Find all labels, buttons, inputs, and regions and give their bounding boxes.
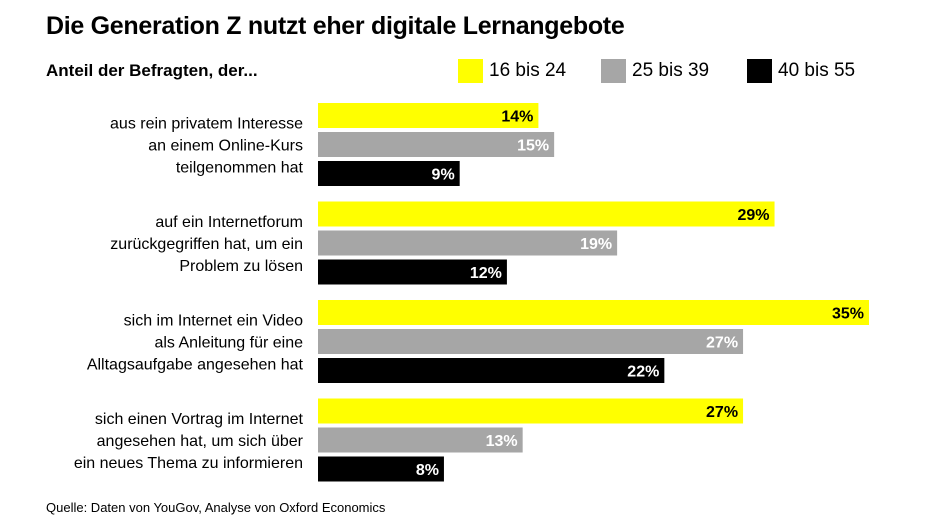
legend-label-25-39: 25 bis 39 [632, 60, 710, 81]
legend-label-40-55: 40 bis 55 [778, 60, 856, 81]
legend-item-40-55: 40 bis 55 [747, 59, 855, 83]
bar [318, 456, 444, 482]
bar [318, 300, 869, 325]
bar [318, 259, 507, 285]
category-label-line: an einem Online-Kurs [148, 138, 303, 155]
bar [318, 329, 744, 354]
bar [318, 132, 555, 157]
chart-subtitle: Anteil der Befragten, der... [46, 61, 258, 80]
bar-value-label: 35% [832, 306, 864, 323]
category-label-line: sich im Internet ein Video [124, 313, 303, 330]
category-label: aus rein privatem Interesse an einem Onli… [110, 116, 304, 177]
bar-value-label: 8% [416, 462, 439, 479]
bar [318, 427, 523, 453]
bar-value-label: 14% [501, 109, 533, 126]
source-note: Quelle: Daten von YouGov, Analyse von Ox… [46, 500, 386, 515]
category-label: auf ein Internetforum zurückgegriffen hat… [110, 214, 303, 275]
category-label-line: ein neues Thema zu informieren [74, 455, 303, 472]
bar-value-label: 19% [580, 236, 612, 253]
bar [318, 398, 744, 424]
bar [318, 201, 775, 227]
category-label-line: sich einen Vortrag im Internet [95, 411, 304, 428]
bar-value-label: 22% [627, 364, 659, 381]
bar [318, 230, 618, 256]
legend-item-25-39: 25 bis 39 [601, 59, 709, 83]
bar-value-label: 15% [517, 138, 549, 155]
category-label-line: zurückgegriffen hat, um ein [110, 236, 303, 253]
bar-value-label: 29% [738, 207, 770, 224]
bar-value-label: 27% [706, 335, 738, 352]
category-label-line: Alltagsaufgabe angesehen hat [87, 357, 304, 374]
category-label: sich einen Vortrag im Internet angesehen … [74, 411, 304, 472]
legend-label-16-24: 16 bis 24 [489, 60, 567, 81]
category-label-line: Problem zu lösen [179, 258, 303, 275]
legend: 16 bis 24 25 bis 39 40 bis 55 [0, 59, 930, 85]
bar-value-label: 13% [486, 433, 518, 450]
bar [318, 358, 665, 383]
bar [318, 103, 539, 128]
category-label-line: aus rein privatem Interesse [110, 116, 303, 133]
bar-value-label: 27% [706, 404, 738, 421]
bar-chart: aus rein privatem Interesse an einem Onli… [74, 103, 869, 482]
legend-swatch-16-24 [458, 59, 483, 83]
category-label-line: als Anleitung für eine [154, 335, 303, 352]
bar [318, 161, 460, 186]
category-label-line: angesehen hat, um sich über [97, 433, 304, 450]
legend-item-16-24: 16 bis 24 [458, 59, 566, 83]
legend-swatch-40-55 [747, 59, 772, 83]
category-label-line: teilgenommen hat [176, 160, 304, 177]
category-label-line: auf ein Internetforum [155, 214, 303, 231]
bar-value-label: 9% [432, 167, 455, 184]
bar-value-label: 12% [470, 265, 502, 282]
legend-swatch-25-39 [601, 59, 626, 83]
chart-title: Die Generation Z nutzt eher digitale Ler… [46, 12, 625, 40]
category-label: sich im Internet ein Video als Anleitung … [87, 313, 304, 374]
